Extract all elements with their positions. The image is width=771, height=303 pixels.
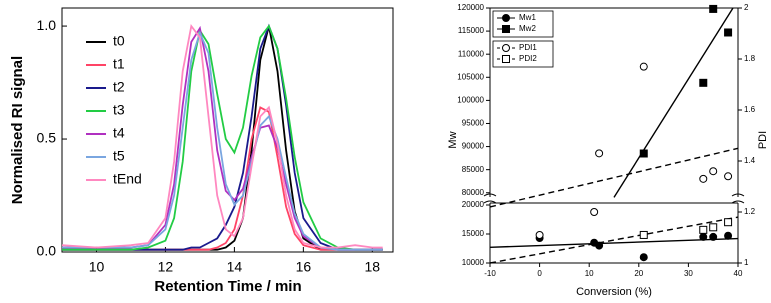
point	[724, 218, 733, 227]
legend-label: t0	[113, 33, 125, 49]
series-line	[62, 24, 383, 251]
point	[709, 4, 718, 13]
legend-label: t5	[113, 148, 125, 164]
point	[724, 231, 733, 240]
y-tick-label: 15000	[462, 229, 485, 238]
axis-break-gap	[486, 197, 742, 203]
point	[709, 167, 718, 176]
y2-tick-label: 1.4	[744, 156, 756, 165]
legend-label: t4	[113, 125, 125, 141]
y-tick-label: 85000	[462, 165, 485, 174]
point	[590, 208, 599, 216]
plot-frame	[61, 7, 394, 253]
point	[699, 232, 708, 241]
fit-line	[613, 7, 734, 198]
y2-tick-label: 1	[744, 258, 749, 267]
legend-marker	[502, 44, 510, 52]
point	[595, 149, 604, 158]
axis-break-mark	[483, 193, 745, 204]
legend-marker	[502, 14, 510, 22]
legend-label: Mw2	[519, 24, 536, 33]
x-tick-label: 40	[734, 269, 743, 278]
y-tick-label: 110000	[458, 49, 485, 58]
y-tick-label: 1.0	[37, 17, 57, 33]
point	[639, 230, 648, 239]
legend-marker	[502, 25, 510, 33]
y-axis-label: Normalised RI signal	[9, 56, 26, 204]
y-tick-label: 0.0	[37, 243, 57, 259]
point	[699, 174, 708, 183]
point	[699, 225, 708, 234]
point	[724, 28, 733, 37]
legend-marker	[502, 55, 510, 63]
x-tick-label: 12	[158, 259, 174, 275]
y-tick-label: 115000	[458, 26, 485, 35]
y-tick-label: 90000	[462, 142, 485, 151]
y-tick-label: 95000	[462, 119, 485, 128]
legend-label: Mw1	[519, 13, 536, 22]
x-tick-label: 20	[634, 269, 643, 278]
x-tick-label: 30	[684, 269, 693, 278]
y-tick-label: 0.5	[37, 130, 57, 146]
x-tick-label: -10	[484, 269, 496, 278]
x-tick-label: 16	[296, 259, 312, 275]
point	[639, 253, 648, 262]
point	[699, 78, 708, 87]
series-line	[62, 23, 383, 251]
legend-label: t2	[113, 79, 125, 95]
y-tick-label: 120000	[457, 3, 484, 12]
y-tick-label: 100000	[457, 95, 484, 104]
legend-label: tEnd	[113, 171, 142, 187]
legend-label: PDI1	[519, 43, 537, 52]
legend-label: t1	[113, 56, 125, 72]
x-tick-label: 10	[89, 259, 105, 275]
series-line	[61, 23, 383, 249]
x-tick-label: 0	[537, 269, 542, 278]
point	[709, 232, 718, 241]
series-line	[62, 30, 383, 251]
legend-label: t3	[113, 102, 125, 118]
fit-line	[489, 147, 739, 208]
y-tick-label: 10000	[462, 258, 485, 267]
fit-line	[489, 237, 739, 248]
y-axis-label: Mw	[447, 131, 459, 148]
fit-line	[489, 216, 739, 264]
y-tick-label: 80000	[462, 188, 485, 197]
x-tick-label: 18	[365, 259, 381, 275]
y2-tick-label: 1.2	[744, 207, 756, 216]
y2-tick-label: 2	[744, 3, 749, 12]
y2-tick-label: 1.8	[744, 54, 756, 63]
y-tick-label: 20000	[462, 200, 485, 209]
x-axis-label: Retention Time / min	[154, 278, 301, 295]
y2-tick-label: 1.6	[744, 105, 756, 114]
point	[639, 149, 648, 158]
plot-frame	[489, 7, 739, 264]
point	[639, 62, 648, 71]
x-axis-label: Conversion (%)	[576, 286, 652, 298]
x-tick-label: 10	[585, 269, 594, 278]
x-tick-label: 14	[227, 259, 243, 275]
point	[535, 230, 544, 239]
point	[709, 223, 718, 232]
point	[724, 172, 733, 181]
point	[595, 241, 604, 250]
y2-axis-label: PDI	[757, 131, 769, 149]
y-tick-label: 105000	[457, 72, 484, 81]
legend-label: PDI2	[519, 54, 537, 63]
